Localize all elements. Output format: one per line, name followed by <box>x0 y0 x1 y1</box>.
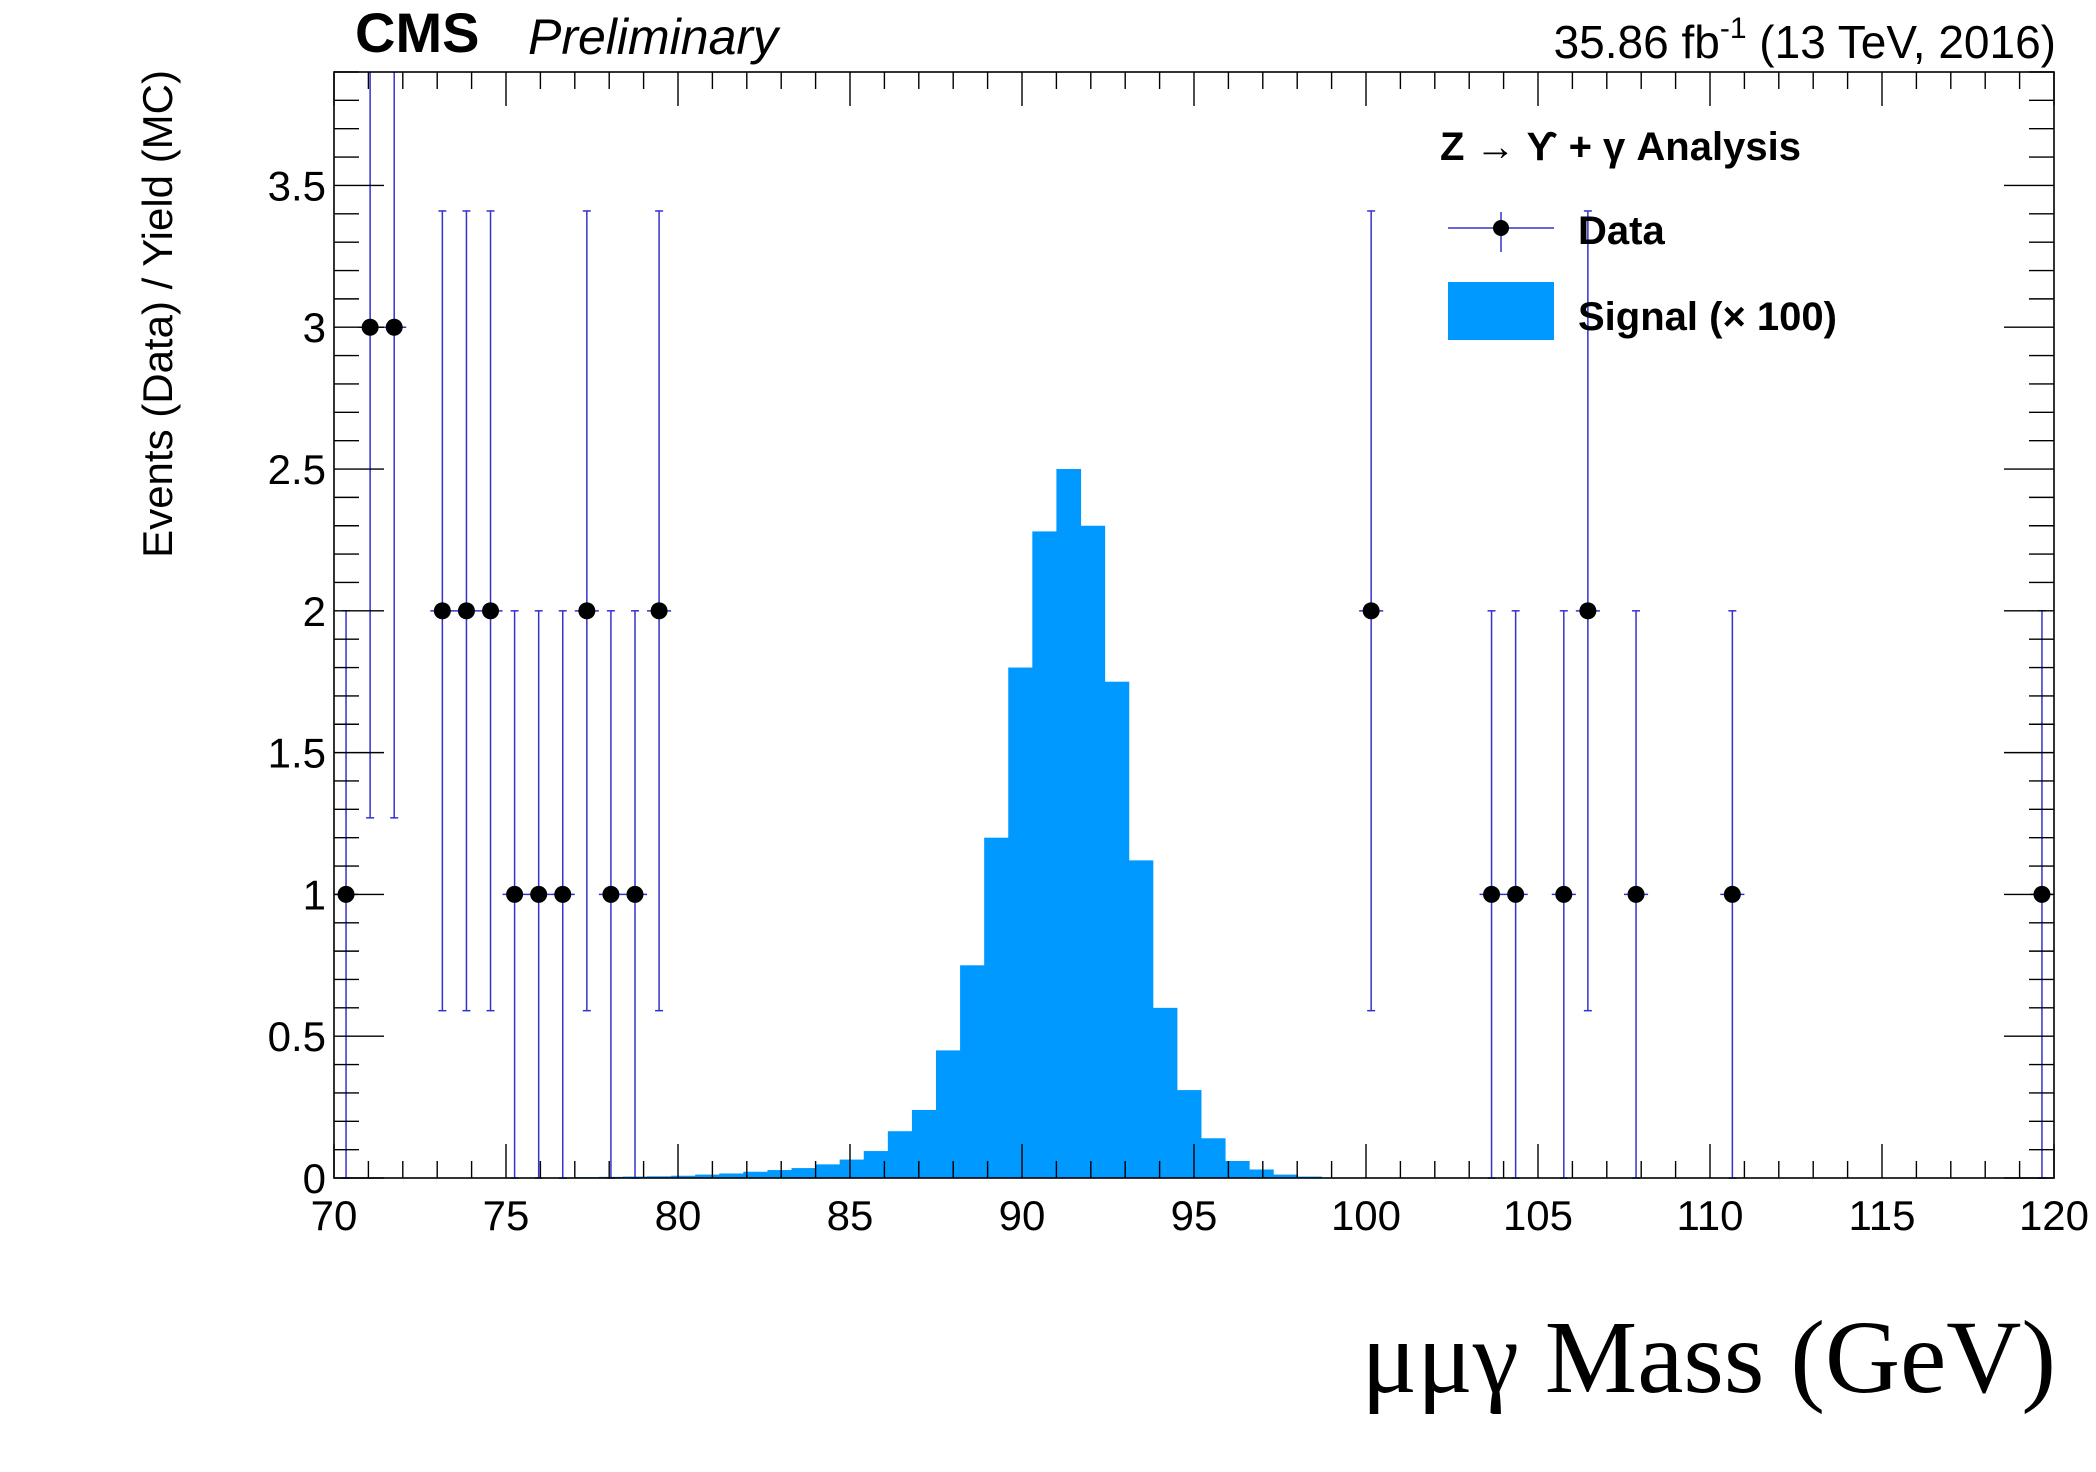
x-tick-label: 70 <box>311 1192 358 1239</box>
y-tick-label: 2 <box>303 588 326 635</box>
signal-bar <box>936 1050 961 1178</box>
signal-bar <box>960 965 985 1178</box>
signal-bar <box>1080 525 1106 1178</box>
data-point <box>1507 885 1525 903</box>
signal-bar <box>1008 667 1033 1178</box>
data-point <box>457 602 475 620</box>
lumi-value: 35.86 fb <box>1554 16 1720 68</box>
x-tick-label: 110 <box>1677 1192 1744 1239</box>
data-point <box>385 318 403 336</box>
x-tick-label: 75 <box>483 1192 530 1239</box>
signal-bar <box>1152 1007 1178 1178</box>
data-point <box>602 885 620 903</box>
y-tick-label: 3 <box>303 304 326 351</box>
axes <box>333 71 2055 1179</box>
data-point <box>1627 885 1645 903</box>
legend-entry-signal: Signal (× 100) <box>1578 295 1837 339</box>
signal-bar <box>1200 1138 1226 1178</box>
signal-bar <box>887 1131 913 1178</box>
x-tick-label: 120 <box>2019 1192 2089 1239</box>
data-point <box>1362 602 1380 620</box>
y-tick-label: 1.5 <box>268 730 326 777</box>
x-tick-label: 105 <box>1503 1192 1573 1239</box>
x-tick-label: 95 <box>1171 1192 1218 1239</box>
data-series <box>334 72 2054 1179</box>
data-point <box>554 885 572 903</box>
x-tick-label: 85 <box>827 1192 874 1239</box>
data-point <box>626 885 644 903</box>
signal-bar <box>911 1109 937 1178</box>
data-point <box>1483 885 1501 903</box>
signal-bar <box>1273 1174 1298 1178</box>
signal-bar <box>719 1173 744 1178</box>
lumi-conditions: (13 TeV, 2016) <box>1747 16 2056 68</box>
signal-bar <box>1032 531 1057 1178</box>
signal-bar <box>647 1176 672 1178</box>
y-tick-label: 1 <box>303 871 326 918</box>
plot-frame <box>333 71 2055 1179</box>
tick-labels: 70 75 80 85 90 95 100 105 110 115 120 0 0.5 1 1.5 2 2.5 3… <box>268 162 2089 1239</box>
x-axis-title: μμγ Mass (GeV) <box>1361 1300 2056 1415</box>
signal-bar <box>1249 1169 1274 1178</box>
signal-bar <box>743 1171 769 1178</box>
signal-bar <box>1224 1160 1250 1178</box>
experiment-label: CMS <box>355 1 479 64</box>
x-tick-label: 100 <box>1331 1192 1401 1239</box>
lumi-label: 35.86 fb-1 (13 TeV, 2016) <box>1554 12 2056 68</box>
signal-bar <box>791 1168 817 1178</box>
data-point <box>1555 885 1573 903</box>
signal-bar <box>1104 681 1130 1178</box>
y-tick-label: 0.5 <box>268 1013 326 1060</box>
signal-histogram <box>574 469 1322 1178</box>
x-tick-label: 90 <box>999 1192 1046 1239</box>
legend-title: Z → ϒ + γ Analysis <box>1440 125 1801 169</box>
data-point <box>433 602 451 620</box>
y-tick-label: 0 <box>303 1155 326 1202</box>
signal-bar <box>1176 1090 1202 1178</box>
data-point <box>578 602 596 620</box>
x-tick-label: 115 <box>1849 1192 1916 1239</box>
signal-bar <box>671 1175 696 1178</box>
signal-bar <box>1056 469 1082 1178</box>
lumi-exponent: -1 <box>1720 12 1747 45</box>
data-point <box>1579 602 1597 620</box>
legend-data-marker <box>1493 220 1509 236</box>
data-point <box>1723 885 1741 903</box>
data-point <box>650 602 668 620</box>
signal-bar <box>1128 860 1154 1178</box>
status-label: Preliminary <box>528 9 781 65</box>
signal-bar <box>767 1170 793 1178</box>
y-tick-label: 2.5 <box>268 446 326 493</box>
y-axis-title: Events (Data) / Yield (MC) <box>134 70 181 558</box>
signal-bar <box>984 837 1009 1178</box>
y-tick-label: 3.5 <box>268 162 326 209</box>
signal-bar <box>839 1159 865 1178</box>
data-point <box>482 602 500 620</box>
data-point <box>530 885 548 903</box>
signal-bar <box>815 1164 841 1178</box>
data-point <box>506 885 524 903</box>
x-tick-label: 80 <box>655 1192 702 1239</box>
signal-bar <box>695 1174 720 1178</box>
legend-entry-data: Data <box>1578 209 1665 253</box>
legend: Z → ϒ + γ Analysis Data Signal (× 100) <box>1440 125 1837 340</box>
legend-signal-swatch <box>1448 282 1554 340</box>
